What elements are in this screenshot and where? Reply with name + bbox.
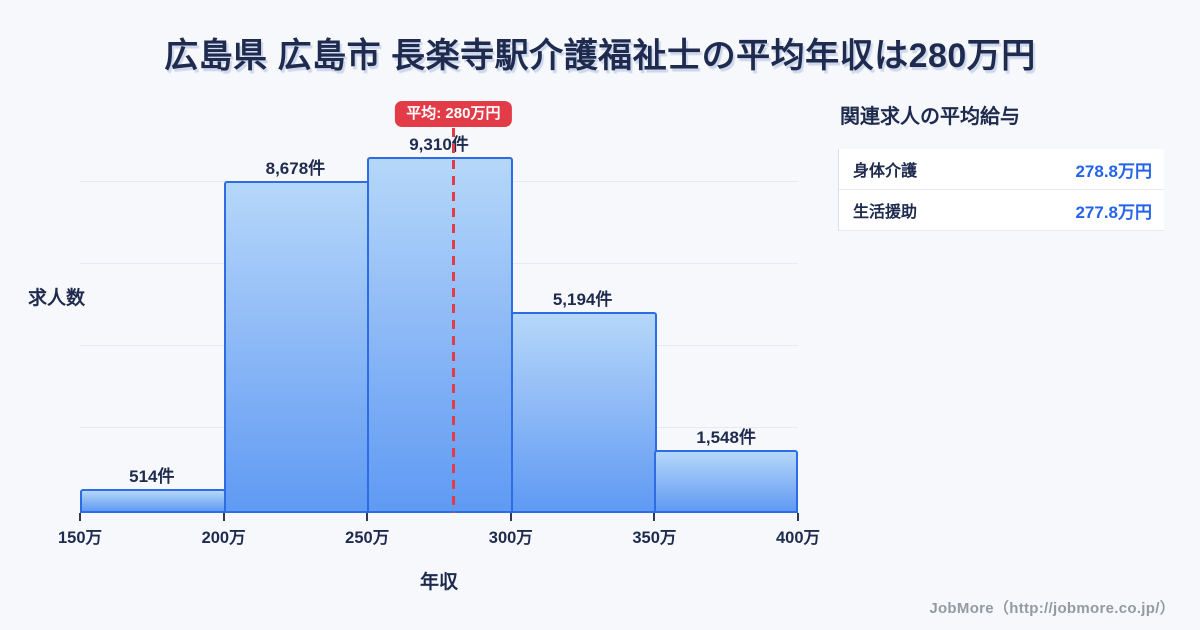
x-tick-label: 150万: [57, 529, 103, 547]
related-salary-panel: 関連求人の平均給与 身体介護 278.8万円 生活援助 277.8万円: [838, 100, 1164, 231]
x-tick-mark: [366, 513, 369, 521]
bar-value-label: 8,678件: [265, 159, 326, 178]
y-axis-label: 求人数: [28, 288, 86, 309]
salary-row-value: 278.8万円: [1075, 161, 1152, 181]
page-title: 広島県 広島市 長楽寺駅介護福祉士の平均年収は280万円: [164, 37, 1036, 75]
x-tick-label: 400万: [775, 529, 821, 547]
salary-row: 身体介護 278.8万円: [839, 149, 1164, 190]
x-tick-mark: [79, 513, 81, 521]
histogram-bar: [367, 157, 514, 513]
histogram-bar: [510, 312, 657, 513]
x-tick-label: 250万: [345, 529, 390, 547]
x-tick-mark: [222, 513, 225, 521]
x-tick-label: 200万: [201, 529, 246, 547]
bar-value-label: 514件: [129, 467, 175, 486]
x-axis-label: 年収: [419, 572, 458, 593]
average-line: [451, 128, 455, 513]
histogram-bar: [223, 181, 370, 513]
histogram-bar: [654, 450, 798, 513]
x-tick-label: 300万: [488, 529, 533, 547]
histogram-bar: [80, 489, 227, 513]
x-tick-label: 350万: [632, 529, 677, 547]
footer-credit: JobMore（http://jobmore.co.jp/）: [929, 600, 1175, 617]
salary-row: 生活援助 277.8万円: [839, 190, 1164, 231]
bar-value-label: 5,194件: [552, 290, 613, 309]
average-badge: 平均: 280万円: [395, 101, 512, 127]
x-tick-mark: [509, 513, 512, 521]
related-salary-table: 身体介護 278.8万円 生活援助 277.8万円: [838, 149, 1164, 231]
related-salary-title: 関連求人の平均給与: [840, 106, 1020, 128]
bar-value-label: 9,310件: [409, 135, 469, 154]
bar-value-label: 1,548件: [696, 428, 756, 447]
salary-row-value: 277.8万円: [1075, 202, 1152, 222]
x-axis-ticks: 150万 200万 250万 300万 350万 400万: [58, 513, 820, 553]
salary-row-label: 生活援助: [853, 204, 918, 221]
salary-row-label: 身体介護: [853, 163, 918, 180]
x-tick-mark: [797, 513, 799, 521]
x-tick-mark: [653, 513, 656, 521]
plot-area: 514件 8,678件 9,310件 5,194件 1,548件 平均: 280万円: [80, 95, 798, 513]
